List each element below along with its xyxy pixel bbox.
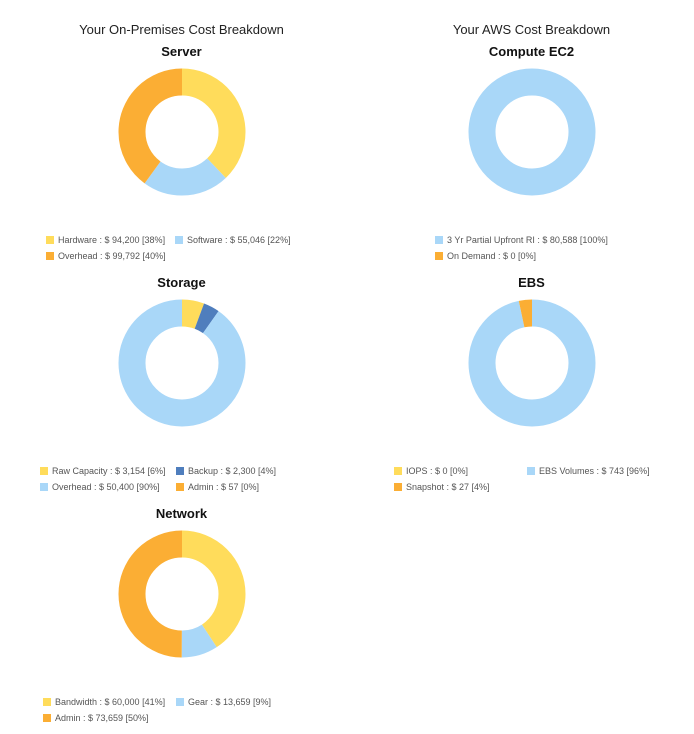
legend-label: Overhead : $ 50,400 [90%] — [52, 482, 160, 492]
chart-title: Network — [155, 506, 208, 521]
pie-slice-admin[interactable] — [118, 530, 245, 658]
legend-swatch — [176, 698, 184, 706]
donut-chart — [468, 68, 595, 196]
legend-label: Overhead : $ 99,792 [40%] — [58, 251, 166, 261]
legend-label: Bandwidth : $ 60,000 [41%] — [55, 697, 166, 707]
network-chart: Network — [8, 506, 355, 664]
legend-label: Admin : $ 57 [0%] — [188, 482, 260, 492]
aws-heading: Your AWS Cost Breakdown — [452, 22, 611, 37]
legend-swatch — [394, 483, 402, 491]
legend-item[interactable]: Backup : $ 2,300 [4%] — [176, 466, 276, 476]
legend-item[interactable]: IOPS : $ 0 [0%] — [394, 466, 527, 476]
legend-swatch — [435, 236, 443, 244]
chart-title: Storage — [157, 275, 206, 290]
legend-swatch — [175, 236, 183, 244]
legend-swatch — [176, 483, 184, 491]
legend-label: Snapshot : $ 27 [4%] — [406, 482, 490, 492]
donut-chart — [468, 299, 595, 427]
ec2-legend: 3 Yr Partial Upfront RI : $ 80,588 [100%… — [435, 235, 608, 261]
legend-label: Admin : $ 73,659 [50%] — [55, 713, 149, 723]
ec2-chart: Compute EC2 — [358, 44, 694, 202]
legend-item[interactable]: Overhead : $ 50,400 [90%] — [40, 482, 176, 492]
legend-swatch — [394, 467, 402, 475]
legend-swatch — [527, 467, 535, 475]
donut-chart — [118, 299, 245, 427]
legend-label: 3 Yr Partial Upfront RI : $ 80,588 [100%… — [447, 235, 608, 245]
legend-label: Gear : $ 13,659 [9%] — [188, 697, 272, 707]
legend-swatch — [43, 714, 51, 722]
donut-chart — [118, 530, 245, 658]
ebs-legend: IOPS : $ 0 [0%] EBS Volumes : $ 743 [96%]… — [394, 466, 650, 492]
legend-swatch — [435, 252, 443, 260]
chart-title: EBS — [518, 275, 545, 290]
legend-label: EBS Volumes : $ 743 [96%] — [539, 466, 650, 476]
legend-item[interactable]: Bandwidth : $ 60,000 [41%] — [43, 697, 176, 707]
legend-item[interactable]: On Demand : $ 0 [0%] — [435, 251, 608, 261]
legend-swatch — [43, 698, 51, 706]
legend-label: Raw Capacity : $ 3,154 [6%] — [52, 466, 166, 476]
pie-slice-3-yr-partial-upfront-ri[interactable] — [468, 68, 595, 196]
on-premises-heading: Your On-Premises Cost Breakdown — [79, 22, 284, 37]
server-chart: Server — [8, 44, 355, 202]
legend-item[interactable]: 3 Yr Partial Upfront RI : $ 80,588 [100%… — [435, 235, 608, 245]
legend-label: IOPS : $ 0 [0%] — [406, 466, 469, 476]
ebs-chart: EBS — [358, 275, 694, 433]
storage-legend: Raw Capacity : $ 3,154 [6%] Backup : $ 2,… — [40, 466, 276, 492]
server-legend: Hardware : $ 94,200 [38%] Software : $ 55… — [46, 235, 291, 261]
legend-swatch — [40, 483, 48, 491]
storage-chart: Storage — [8, 275, 355, 433]
legend-swatch — [46, 252, 54, 260]
donut-chart — [118, 68, 245, 196]
legend-label: Hardware : $ 94,200 [38%] — [58, 235, 166, 245]
legend-item[interactable]: Raw Capacity : $ 3,154 [6%] — [40, 466, 176, 476]
legend-item[interactable]: Snapshot : $ 27 [4%] — [394, 482, 527, 492]
chart-title: Server — [161, 44, 202, 59]
legend-item[interactable]: EBS Volumes : $ 743 [96%] — [527, 466, 650, 476]
legend-item[interactable]: Gear : $ 13,659 [9%] — [176, 697, 271, 707]
legend-item[interactable]: Software : $ 55,046 [22%] — [175, 235, 291, 245]
legend-label: Software : $ 55,046 [22%] — [187, 235, 291, 245]
legend-swatch — [176, 467, 184, 475]
legend-label: Backup : $ 2,300 [4%] — [188, 466, 277, 476]
legend-swatch — [40, 467, 48, 475]
chart-title: Compute EC2 — [488, 44, 575, 59]
legend-label: On Demand : $ 0 [0%] — [447, 251, 537, 261]
pie-slice-software[interactable] — [118, 68, 245, 196]
pie-slice-ebs-volumes[interactable] — [468, 299, 595, 427]
network-legend: Bandwidth : $ 60,000 [41%] Gear : $ 13,65… — [43, 697, 271, 723]
legend-item[interactable]: Hardware : $ 94,200 [38%] — [46, 235, 175, 245]
legend-swatch — [46, 236, 54, 244]
legend-item[interactable]: Overhead : $ 99,792 [40%] — [46, 251, 175, 261]
pie-slice-snapshot[interactable] — [468, 299, 595, 427]
pie-slice-gear[interactable] — [118, 530, 245, 658]
legend-item[interactable]: Admin : $ 57 [0%] — [176, 482, 276, 492]
pie-slice-overhead[interactable] — [118, 299, 245, 427]
legend-item[interactable]: Admin : $ 73,659 [50%] — [43, 713, 176, 723]
pie-slice-overhead[interactable] — [118, 68, 245, 196]
